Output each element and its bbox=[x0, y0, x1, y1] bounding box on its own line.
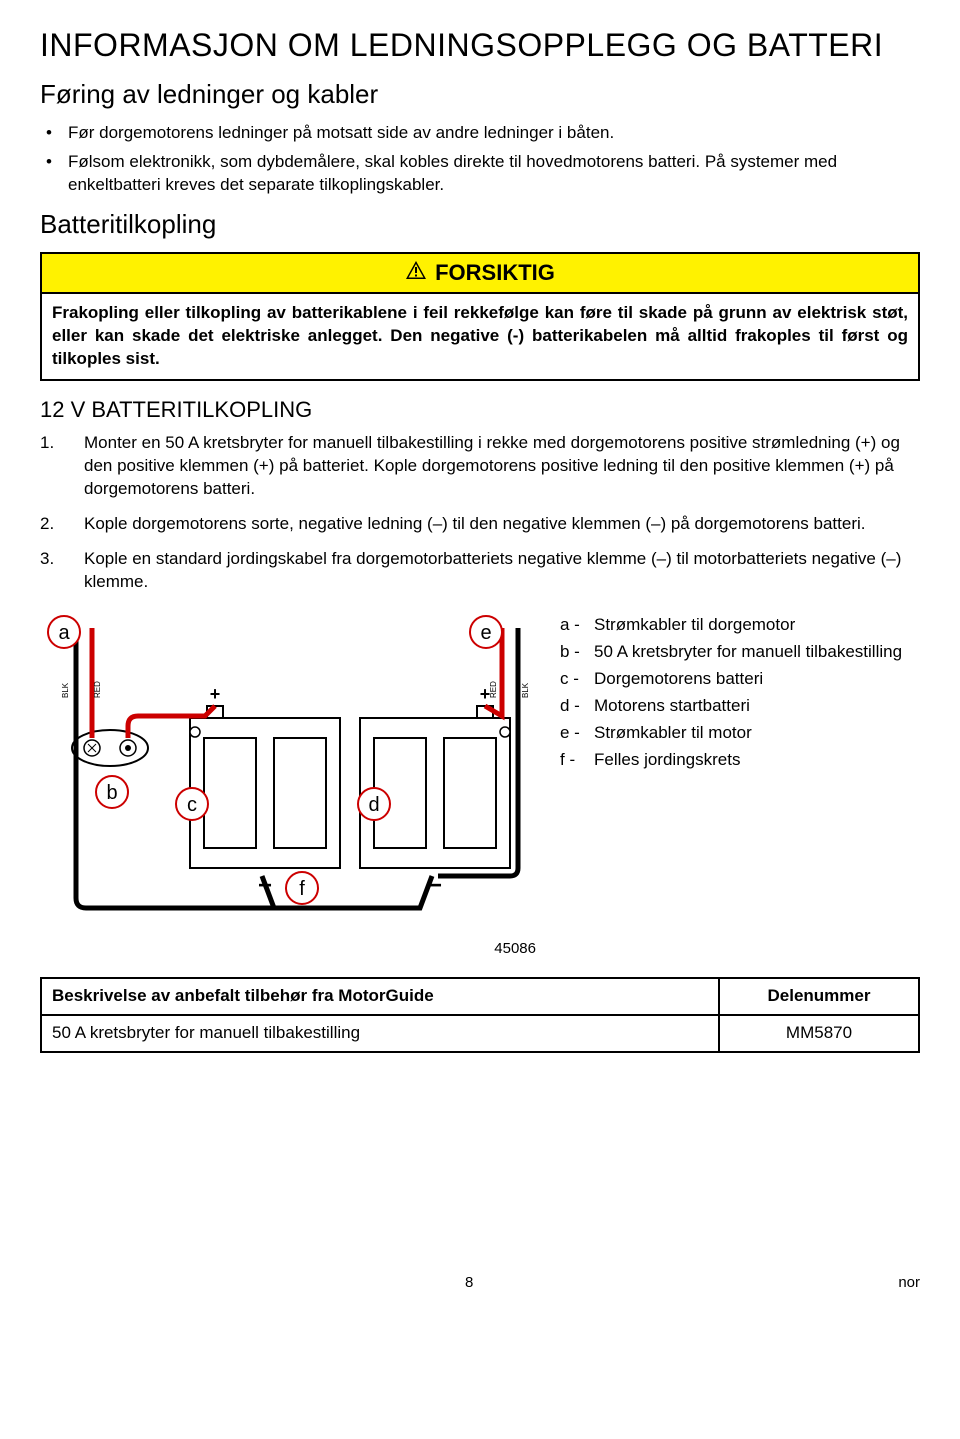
legend-key: c - bbox=[560, 668, 594, 691]
section-wiring-heading: Føring av ledninger og kabler bbox=[40, 77, 920, 112]
legend-key: f - bbox=[560, 749, 594, 772]
legend-text: 50 A kretsbryter for manuell tilbakestil… bbox=[594, 641, 902, 664]
legend-row: e - Strømkabler til motor bbox=[560, 722, 920, 745]
legend-row: c - Dorgemotorens batteri bbox=[560, 668, 920, 691]
step-item: Monter en 50 A kretsbryter for manuell t… bbox=[40, 432, 920, 501]
legend-key: b - bbox=[560, 641, 594, 664]
svg-text:d: d bbox=[368, 794, 379, 816]
legend-text: Strømkabler til dorgemotor bbox=[594, 614, 795, 637]
page-title: INFORMASJON OM LEDNINGSOPPLEGG OG BATTER… bbox=[40, 24, 920, 67]
diagram-number: 45086 bbox=[40, 939, 540, 959]
bullet-item: Før dorgemotorens ledninger på motsatt s… bbox=[68, 122, 920, 145]
table-header: Delenummer bbox=[719, 978, 919, 1015]
page-lang: nor bbox=[898, 1273, 920, 1293]
svg-text:+: + bbox=[210, 684, 221, 704]
accessory-table: Beskrivelse av anbefalt tilbehør fra Mot… bbox=[40, 977, 920, 1053]
step-item: Kople en standard jordingskabel fra dorg… bbox=[40, 548, 920, 594]
table-row: 50 A kretsbryter for manuell tilbakestil… bbox=[41, 1015, 919, 1052]
legend-row: d - Motorens startbatteri bbox=[560, 695, 920, 718]
legend-key: a - bbox=[560, 614, 594, 637]
table-cell: 50 A kretsbryter for manuell tilbakestil… bbox=[41, 1015, 719, 1052]
wiring-diagram: + − + − bbox=[40, 608, 540, 959]
svg-text:c: c bbox=[187, 794, 197, 816]
legend-text: Felles jordingskrets bbox=[594, 749, 740, 772]
svg-text:RED: RED bbox=[93, 681, 102, 698]
legend-key: d - bbox=[560, 695, 594, 718]
diagram-legend: a - Strømkabler til dorgemotor b - 50 A … bbox=[560, 608, 920, 776]
section-12v-heading: 12 V BATTERITILKOPLING bbox=[40, 395, 920, 425]
page-footer: 8 nor bbox=[40, 1273, 920, 1293]
table-header: Beskrivelse av anbefalt tilbehør fra Mot… bbox=[41, 978, 719, 1015]
legend-row: a - Strømkabler til dorgemotor bbox=[560, 614, 920, 637]
caution-text: Frakopling eller tilkopling av batterika… bbox=[42, 294, 918, 379]
table-cell: MM5870 bbox=[719, 1015, 919, 1052]
step-item: Kople dorgemotorens sorte, negative ledn… bbox=[40, 513, 920, 536]
caution-label: FORSIKTIG bbox=[435, 258, 555, 288]
warning-triangle-icon bbox=[405, 258, 427, 288]
bullet-item: Følsom elektronikk, som dybdemålere, ska… bbox=[68, 151, 920, 197]
svg-text:BLK: BLK bbox=[521, 682, 530, 698]
legend-text: Strømkabler til motor bbox=[594, 722, 752, 745]
legend-row: f - Felles jordingskrets bbox=[560, 749, 920, 772]
caution-header: FORSIKTIG bbox=[42, 254, 918, 294]
svg-text:f: f bbox=[299, 878, 305, 900]
wiring-bullets: Før dorgemotorens ledninger på motsatt s… bbox=[40, 122, 920, 197]
steps-list: Monter en 50 A kretsbryter for manuell t… bbox=[40, 432, 920, 594]
legend-key: e - bbox=[560, 722, 594, 745]
section-battery-heading: Batteritilkopling bbox=[40, 207, 920, 242]
diagram-area: + − + − bbox=[40, 608, 920, 959]
legend-text: Motorens startbatteri bbox=[594, 695, 750, 718]
svg-text:a: a bbox=[58, 622, 70, 644]
svg-text:BLK: BLK bbox=[61, 682, 70, 698]
legend-row: b - 50 A kretsbryter for manuell tilbake… bbox=[560, 641, 920, 664]
caution-box: FORSIKTIG Frakopling eller tilkopling av… bbox=[40, 252, 920, 381]
legend-text: Dorgemotorens batteri bbox=[594, 668, 763, 691]
svg-text:e: e bbox=[480, 622, 491, 644]
svg-text:b: b bbox=[106, 782, 117, 804]
svg-text:RED: RED bbox=[489, 681, 498, 698]
page-number: 8 bbox=[465, 1273, 473, 1293]
